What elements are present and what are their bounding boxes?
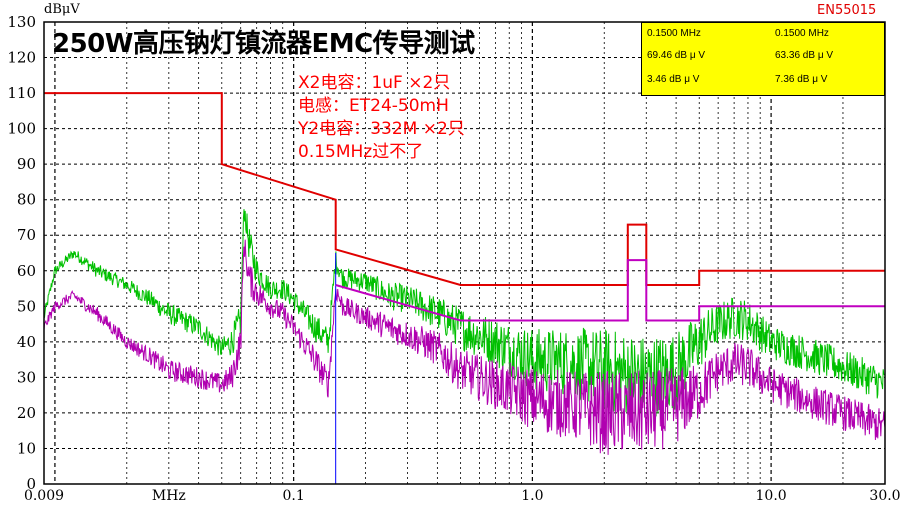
y-tick-label: 100 [7, 120, 36, 138]
y-tick-label: 70 [17, 226, 36, 244]
marker1-frequency: 0.1500 MHz [647, 28, 701, 39]
y-tick-label: 90 [17, 155, 36, 173]
chart-title: 250W高压钠灯镇流器EMC传导测试 [52, 29, 475, 59]
chart-traces [43, 209, 886, 484]
marker1-level: 69.46 dB μ V [647, 50, 706, 61]
annotation-line: 0.15MHz过不了 [298, 142, 424, 162]
y-tick-label: 50 [17, 297, 36, 315]
x-tick-label: 10.0 [756, 488, 787, 504]
annotation-line: Y2电容：332M ×2只 [298, 119, 465, 139]
plot-frame [43, 21, 886, 485]
plot-border [43, 21, 886, 485]
y-tick-labels: 0 10 20 30 40 50 60 70 80 90 100 110 120 130 [7, 13, 36, 493]
y-tick-label: 30 [17, 368, 36, 386]
avg_limit-line [335, 259, 885, 322]
y-tick-label: 60 [17, 262, 36, 280]
x-tick-label: 1.0 [521, 488, 543, 504]
y-tick-label: 40 [17, 333, 36, 351]
marker2-margin: 7.36 dB μ V [775, 74, 828, 85]
qp_trace-line [43, 209, 886, 417]
chart-grid [43, 22, 885, 484]
x-tick-label: MHz [152, 488, 186, 504]
y-tick-label: 10 [17, 439, 36, 457]
y-tick-label: 0 [26, 475, 36, 493]
x-tick-label: 0.1 [283, 488, 305, 504]
x-tick-labels: 0.009 MHz 0.1 1.0 10.0 30.0 [24, 488, 901, 504]
marker2-level: 63.36 dB μ V [775, 50, 834, 61]
y-unit-label: dBμV [44, 2, 80, 17]
y-tick-label: 110 [7, 84, 36, 102]
avg_trace-line [43, 239, 886, 455]
chart-limits [44, 92, 885, 322]
y-tick-label: 20 [17, 404, 36, 422]
x-tick-label: 0.009 [24, 488, 64, 504]
annotation-block: X2电容：1uF ×2只 电感：ET24-50mH Y2电容：332M ×2只 … [298, 72, 465, 164]
x-tick-label: 30.0 [869, 488, 900, 504]
annotation-line: X2电容：1uF ×2只 [298, 73, 451, 93]
y-tick-label: 130 [7, 13, 36, 31]
marker1-margin: 3.46 dB μ V [647, 74, 700, 85]
y-tick-label: 120 [7, 49, 36, 67]
y-tick-label: 80 [17, 191, 36, 209]
marker2-frequency: 0.1500 MHz [775, 28, 829, 39]
standard-label: EN55015 [817, 3, 877, 18]
marker-readout-box: 0.1500 MHz 69.46 dB μ V 3.46 dB μ V 0.15… [641, 22, 885, 96]
annotation-line: 电感：ET24-50mH [298, 96, 449, 116]
